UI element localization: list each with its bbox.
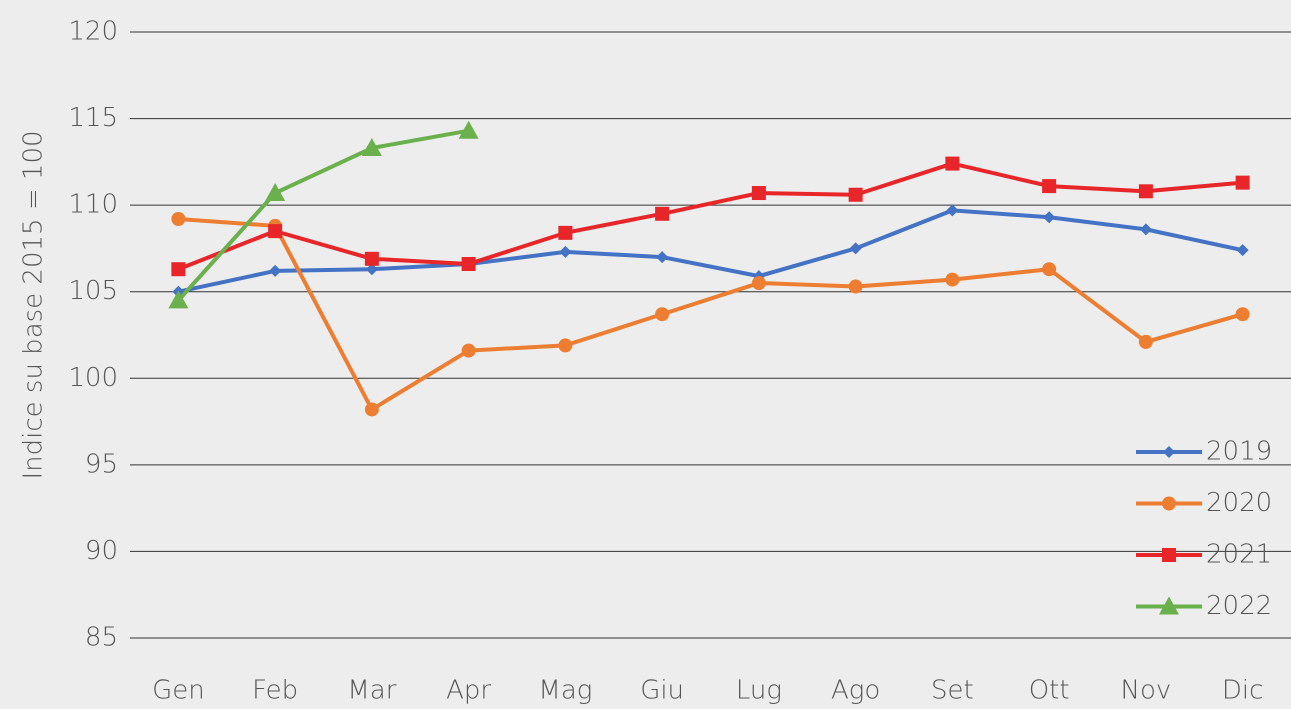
x-tick-label: Ott: [1029, 676, 1070, 706]
marker: [461, 343, 476, 358]
marker: [1236, 244, 1249, 257]
marker: [848, 187, 863, 202]
legend-label: 2021: [1206, 540, 1272, 570]
marker: [945, 272, 960, 287]
marker: [751, 276, 766, 291]
x-tick-label: Mar: [347, 676, 396, 706]
legend-marker: [1159, 596, 1179, 615]
x-tick-label: Ago: [831, 676, 880, 706]
y-tick-label: 95: [85, 449, 118, 479]
x-tick-label: Giu: [640, 676, 684, 706]
marker: [171, 262, 186, 277]
y-tick-label: 115: [68, 103, 118, 133]
marker: [558, 225, 573, 240]
y-tick-label: 100: [68, 363, 118, 393]
marker: [559, 245, 572, 258]
marker: [269, 264, 282, 277]
x-tick-label: Dic: [1222, 676, 1264, 706]
marker: [1043, 211, 1056, 224]
marker: [1042, 262, 1057, 277]
x-tick-label: Lug: [736, 676, 782, 706]
marker: [1235, 307, 1250, 322]
marker: [265, 183, 286, 202]
marker: [848, 279, 863, 294]
y-tick-label: 120: [68, 17, 118, 47]
marker: [656, 251, 669, 264]
x-tick-label: Feb: [252, 676, 298, 706]
x-tick-label: Gen: [152, 676, 205, 706]
marker: [1138, 184, 1153, 199]
series-line: [177, 208, 1244, 294]
x-tick-label: Mag: [538, 676, 592, 706]
marker: [365, 263, 378, 276]
x-tick-label: Apr: [446, 676, 491, 706]
marker: [1139, 223, 1152, 236]
x-tick-label: Set: [931, 676, 974, 706]
marker: [558, 338, 573, 353]
y-tick-label: 105: [68, 276, 118, 306]
marker: [946, 204, 959, 217]
y-tick-label: 85: [85, 623, 118, 653]
marker: [655, 307, 670, 322]
series-line: [177, 161, 1243, 272]
marker: [268, 224, 283, 239]
y-axis-label: Indice su base 2015 = 100: [19, 130, 49, 479]
marker: [849, 242, 862, 255]
legend-label: 2019: [1206, 437, 1272, 467]
series-line: [178, 216, 1244, 412]
legend-marker: [1163, 446, 1175, 458]
y-tick-label: 110: [68, 190, 118, 220]
marker: [1138, 334, 1153, 349]
marker: [1042, 179, 1057, 194]
marker: [1235, 175, 1250, 190]
marker: [655, 206, 670, 221]
marker: [751, 186, 766, 201]
marker: [364, 402, 379, 417]
marker: [364, 251, 379, 266]
legend-marker: [1162, 548, 1176, 562]
marker: [171, 211, 186, 226]
series-line: [176, 128, 469, 302]
marker: [458, 120, 479, 139]
marker: [361, 138, 382, 157]
x-tick-label: Nov: [1121, 676, 1172, 706]
legend-marker: [1162, 496, 1176, 511]
legend-label: 2020: [1206, 488, 1272, 518]
marker: [461, 257, 476, 272]
legend-label: 2022: [1206, 591, 1272, 621]
marker: [945, 156, 960, 171]
y-tick-label: 90: [85, 536, 118, 566]
marker: [168, 290, 189, 309]
